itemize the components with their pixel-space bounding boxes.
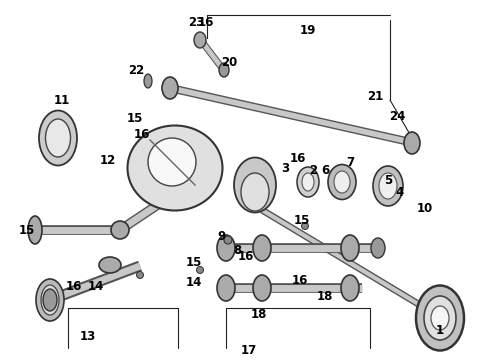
Ellipse shape: [224, 236, 232, 244]
Ellipse shape: [46, 119, 71, 157]
Text: 15: 15: [186, 256, 202, 269]
Ellipse shape: [416, 285, 464, 351]
Text: 15: 15: [127, 112, 143, 125]
Text: 14: 14: [88, 280, 104, 293]
Ellipse shape: [341, 235, 359, 261]
Ellipse shape: [162, 77, 178, 99]
Text: 16: 16: [198, 15, 214, 28]
Text: 10: 10: [417, 202, 433, 215]
Ellipse shape: [431, 306, 449, 330]
Text: 16: 16: [238, 249, 254, 262]
Text: 5: 5: [384, 174, 392, 186]
Ellipse shape: [253, 275, 271, 301]
Ellipse shape: [39, 111, 77, 166]
Text: 20: 20: [221, 55, 237, 68]
Text: 13: 13: [80, 329, 96, 342]
Text: 9: 9: [217, 230, 225, 243]
Text: 22: 22: [128, 63, 144, 77]
Ellipse shape: [301, 222, 309, 230]
Text: 3: 3: [281, 162, 289, 175]
Text: 16: 16: [290, 152, 306, 165]
Text: 18: 18: [317, 289, 333, 302]
Text: 15: 15: [294, 213, 310, 226]
Ellipse shape: [36, 279, 64, 321]
Ellipse shape: [219, 63, 229, 77]
Ellipse shape: [297, 167, 319, 197]
Ellipse shape: [144, 74, 152, 88]
Text: 16: 16: [292, 274, 308, 287]
Ellipse shape: [234, 158, 276, 212]
Ellipse shape: [371, 238, 385, 258]
Text: 6: 6: [321, 163, 329, 176]
Text: 15: 15: [19, 224, 35, 237]
Text: 16: 16: [66, 280, 82, 293]
Text: 24: 24: [389, 109, 405, 122]
Text: 21: 21: [367, 90, 383, 104]
Ellipse shape: [217, 235, 235, 261]
Text: 18: 18: [251, 309, 267, 321]
Ellipse shape: [334, 171, 350, 193]
Text: 12: 12: [100, 153, 116, 166]
Text: 8: 8: [233, 243, 241, 256]
Text: 17: 17: [241, 343, 257, 356]
Ellipse shape: [341, 275, 359, 301]
Ellipse shape: [373, 166, 403, 206]
Text: 23: 23: [188, 15, 204, 28]
Text: 14: 14: [186, 276, 202, 289]
Ellipse shape: [41, 285, 59, 315]
Ellipse shape: [404, 132, 420, 154]
Text: 2: 2: [309, 163, 317, 176]
Ellipse shape: [379, 173, 397, 199]
Text: 11: 11: [54, 94, 70, 107]
Text: 4: 4: [396, 186, 404, 199]
Ellipse shape: [28, 216, 42, 244]
Ellipse shape: [328, 165, 356, 199]
Ellipse shape: [111, 221, 129, 239]
Ellipse shape: [217, 275, 235, 301]
Ellipse shape: [196, 266, 203, 274]
Ellipse shape: [302, 173, 314, 191]
Ellipse shape: [43, 289, 57, 311]
Text: 16: 16: [134, 129, 150, 141]
Text: 1: 1: [436, 324, 444, 337]
Ellipse shape: [148, 138, 196, 186]
Ellipse shape: [241, 173, 269, 211]
Ellipse shape: [253, 235, 271, 261]
Ellipse shape: [137, 271, 144, 279]
Ellipse shape: [127, 126, 222, 211]
Ellipse shape: [194, 32, 206, 48]
Text: 7: 7: [346, 157, 354, 170]
Ellipse shape: [99, 257, 121, 273]
Text: 19: 19: [300, 23, 316, 36]
Ellipse shape: [424, 296, 456, 340]
